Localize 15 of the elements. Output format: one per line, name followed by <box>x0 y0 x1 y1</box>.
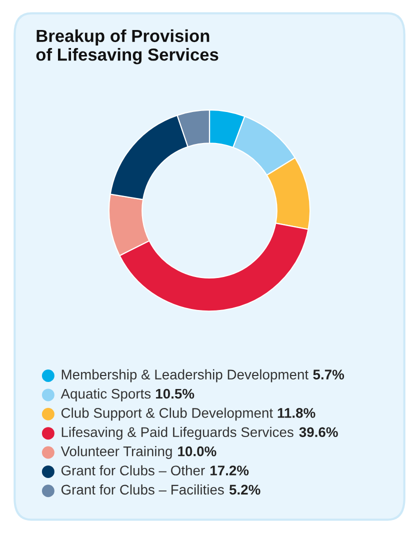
data-label: 17.2% <box>210 466 249 476</box>
data-label: 11.8% <box>278 408 316 418</box>
data-label: 10.0% <box>178 446 216 456</box>
data-label: 5.2% <box>229 484 260 495</box>
legend-label: Membership & Leadership Development <box>62 369 308 382</box>
legend-label: Grant for Clubs – Facilities <box>61 484 224 495</box>
chart-title: Breakup of Provision of Lifesaving Services <box>36 29 218 64</box>
legend-label: Lifesaving & Paid Lifeguards Services <box>62 426 294 440</box>
legend-label: Volunteer Training <box>60 446 172 459</box>
data-label: 5.7% <box>313 370 344 380</box>
legend-label: Aquatic Sports <box>60 388 151 402</box>
legend-label: Club Support & Club Development <box>61 408 273 421</box>
legend-label: Grant for Clubs – Other <box>61 465 205 476</box>
data-label: 10.5% <box>156 388 194 399</box>
data-label: 39.6% <box>299 427 338 438</box>
